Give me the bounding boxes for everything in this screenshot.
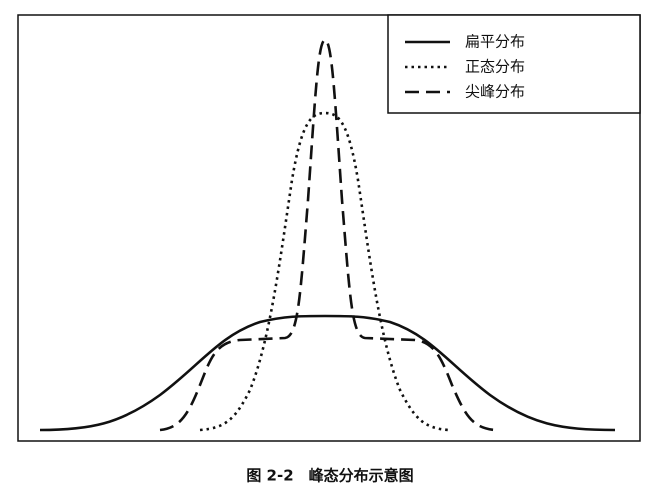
legend-label: 尖峰分布 (465, 83, 525, 101)
legend-box (387, 14, 641, 114)
caption: 图 2-2 峰态分布示意图 (246, 467, 413, 485)
normal-curve (199, 111, 449, 432)
legend-label: 扁平分布 (465, 33, 525, 51)
plot-frame (17, 14, 641, 442)
flat-curve (39, 314, 616, 432)
peaked-curve (159, 38, 496, 432)
legend-label: 正态分布 (465, 58, 525, 76)
